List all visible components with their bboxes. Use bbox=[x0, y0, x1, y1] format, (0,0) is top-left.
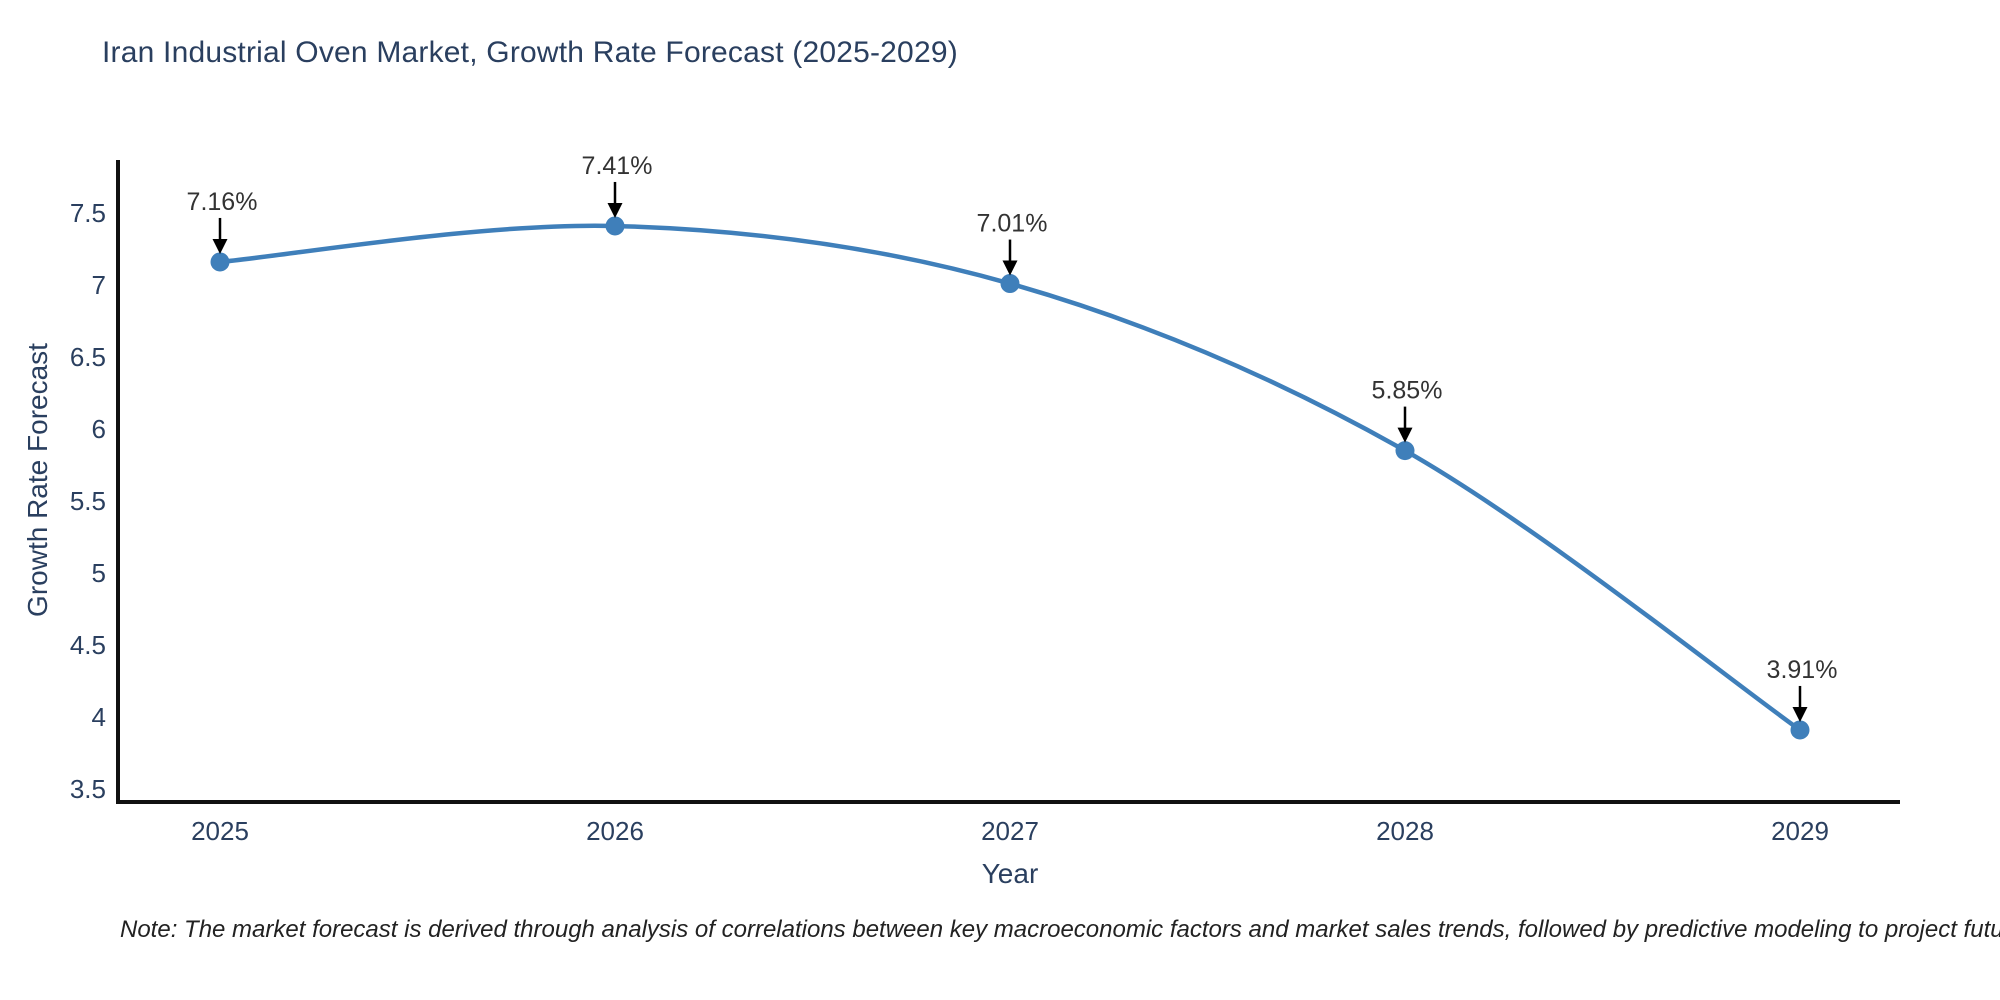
x-tick-label: 2029 bbox=[1771, 816, 1829, 846]
data-point-2028[interactable] bbox=[1395, 441, 1415, 461]
annotation-arrowhead-icon bbox=[1397, 427, 1413, 443]
y-tick-label: 7 bbox=[92, 270, 106, 300]
data-point-2025[interactable] bbox=[210, 252, 230, 272]
chart-title: Iran Industrial Oven Market, Growth Rate… bbox=[102, 36, 958, 69]
x-tick-label: 2028 bbox=[1376, 816, 1434, 846]
x-axis-title: Year bbox=[981, 858, 1039, 889]
y-tick-label: 6 bbox=[92, 414, 106, 444]
x-tick-label: 2026 bbox=[586, 816, 644, 846]
y-tick-label: 4 bbox=[92, 702, 106, 732]
data-point-label: 7.41% bbox=[582, 152, 653, 180]
y-tick-label: 7.5 bbox=[70, 198, 106, 228]
footnote: Note: The market forecast is derived thr… bbox=[120, 916, 2000, 943]
x-tick-label: 2025 bbox=[191, 816, 249, 846]
data-point-label: 7.16% bbox=[187, 188, 258, 216]
y-axis-title: Growth Rate Forecast bbox=[22, 343, 53, 617]
data-point-label: 3.91% bbox=[1767, 656, 1838, 684]
annotation-arrowhead-icon bbox=[607, 202, 623, 218]
data-point-label: 5.85% bbox=[1372, 377, 1443, 405]
y-tick-label: 6.5 bbox=[70, 342, 106, 372]
x-tick-label: 2027 bbox=[981, 816, 1039, 846]
trend-line bbox=[217, 223, 1803, 733]
data-point-2029[interactable] bbox=[1790, 720, 1810, 740]
annotation-arrowhead-icon bbox=[1002, 260, 1018, 276]
y-tick-label: 4.5 bbox=[70, 630, 106, 660]
data-point-2026[interactable] bbox=[605, 216, 625, 236]
y-tick-label: 3.5 bbox=[70, 774, 106, 804]
y-tick-label: 5.5 bbox=[70, 486, 106, 516]
y-tick-label: 5 bbox=[92, 558, 106, 588]
annotation-arrowhead-icon bbox=[1792, 706, 1808, 722]
data-point-label: 7.01% bbox=[977, 210, 1048, 238]
data-point-2027[interactable] bbox=[1000, 274, 1020, 294]
annotation-arrowhead-icon bbox=[212, 238, 228, 254]
